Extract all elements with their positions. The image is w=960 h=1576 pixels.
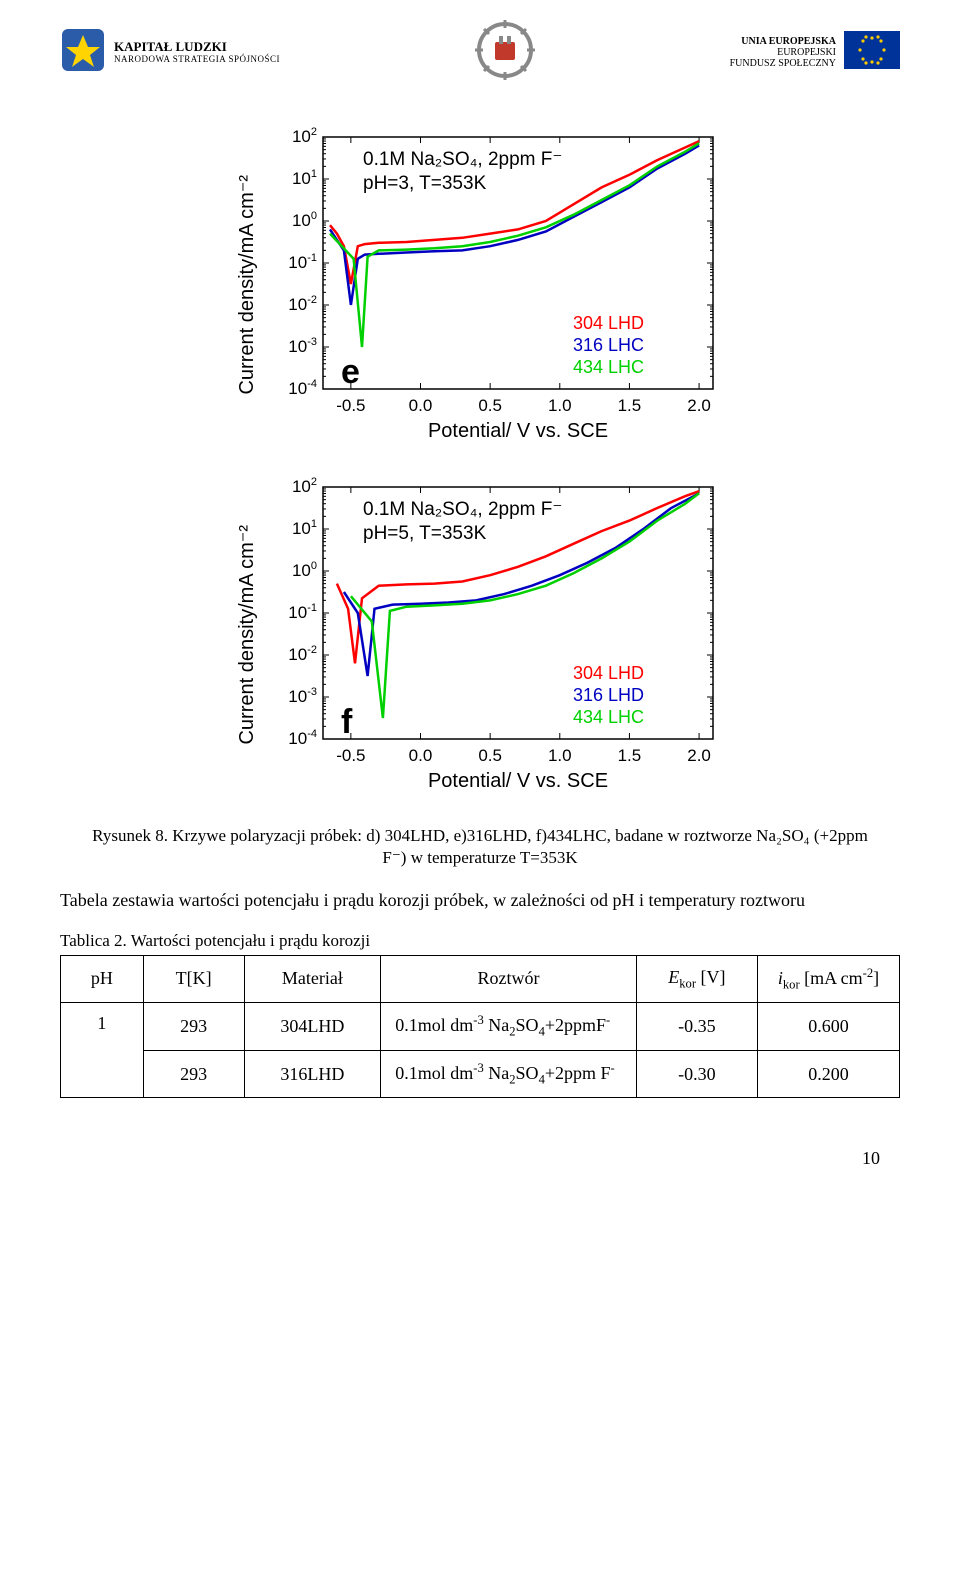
kl-logo-icon <box>60 27 106 78</box>
svg-text:0.1M Na₂SO₄, 2ppm F⁻: 0.1M Na₂SO₄, 2ppm F⁻ <box>363 499 562 520</box>
cell-tk: 293 <box>143 1003 244 1051</box>
page-number: 10 <box>0 1098 960 1199</box>
svg-text:316 LHD: 316 LHD <box>573 685 644 705</box>
svg-text:e: e <box>341 353 360 391</box>
svg-text:0.0: 0.0 <box>409 396 433 415</box>
chart-f-ylabel: Current density/mA cm⁻² <box>235 525 259 745</box>
table-row: 1 293 304LHD 0.1mol dm-3 Na2SO4+2ppmF- -… <box>61 1003 900 1051</box>
svg-text:434 LHC: 434 LHC <box>573 357 644 377</box>
col-tk: T[K] <box>143 955 244 1003</box>
svg-text:100: 100 <box>292 210 317 230</box>
logo-right: UNIA EUROPEJSKA EUROPEJSKI FUNDUSZ SPOŁE… <box>730 31 900 74</box>
logo-center <box>475 20 535 85</box>
chart-e-ylabel: Current density/mA cm⁻² <box>235 175 259 395</box>
logo-left-text: KAPITAŁ LUDZKI NARODOWA STRATEGIA SPÓJNO… <box>114 40 280 64</box>
cell-mat: 316LHD <box>244 1050 381 1098</box>
cell-ph: 1 <box>61 1003 144 1098</box>
svg-text:-0.5: -0.5 <box>336 396 365 415</box>
svg-text:101: 101 <box>292 518 317 538</box>
cell-sol: 0.1mol dm-3 Na2SO4+2ppmF- <box>381 1003 637 1051</box>
svg-text:10-4: 10-4 <box>288 378 317 398</box>
svg-text:1.0: 1.0 <box>548 396 572 415</box>
chart-e-wrap: Current density/mA cm⁻² 10-4 10-3 10-2 10-1… <box>235 125 725 445</box>
table-header-row: pH T[K] Materiał Roztwór Ekor [V] ikor [… <box>61 955 900 1003</box>
svg-text:2.0: 2.0 <box>687 396 711 415</box>
svg-text:10-3: 10-3 <box>288 336 317 356</box>
svg-text:1.0: 1.0 <box>548 746 572 765</box>
svg-text:434 LHC: 434 LHC <box>573 707 644 727</box>
logo-left: KAPITAŁ LUDZKI NARODOWA STRATEGIA SPÓJNO… <box>60 27 280 78</box>
data-table: pH T[K] Materiał Roztwór Ekor [V] ikor [… <box>60 955 900 1099</box>
svg-text:-0.5: -0.5 <box>336 746 365 765</box>
cell-tk: 293 <box>143 1050 244 1098</box>
svg-text:100: 100 <box>292 560 317 580</box>
svg-text:Potential/ V vs. SCE: Potential/ V vs. SCE <box>428 770 608 792</box>
svg-text:f: f <box>341 703 353 741</box>
svg-text:316 LHC: 316 LHC <box>573 335 644 355</box>
chart-f-wrap: Current density/mA cm⁻² 10-4 10-3 10-2 10-1… <box>235 475 725 795</box>
svg-text:101: 101 <box>292 168 317 188</box>
svg-text:2.0: 2.0 <box>687 746 711 765</box>
col-ikor: ikor [mA cm-2] <box>757 955 899 1003</box>
col-ph: pH <box>61 955 144 1003</box>
cell-mat: 304LHD <box>244 1003 381 1051</box>
chart-f: 10-4 10-3 10-2 10-1 100 101 102 -0.5 0.0 0.5 1.0 1.… <box>265 475 725 795</box>
cell-ikor: 0.600 <box>757 1003 899 1051</box>
body-paragraph: Tabela zestawia wartości potencjału i pr… <box>60 889 900 912</box>
svg-text:Potential/ V vs. SCE: Potential/ V vs. SCE <box>428 420 608 442</box>
table-caption: Tablica 2. Wartości potencjału i prądu k… <box>60 931 900 951</box>
cell-sol: 0.1mol dm-3 Na2SO4+2ppm F- <box>381 1050 637 1098</box>
svg-text:10-1: 10-1 <box>288 252 317 272</box>
table-row: 293 316LHD 0.1mol dm-3 Na2SO4+2ppm F- -0… <box>61 1050 900 1098</box>
svg-text:0.5: 0.5 <box>478 746 502 765</box>
fig-caption-text: Krzywe polaryzacji próbek: d) 304LHD, e)… <box>172 826 868 867</box>
logo-left-title: KAPITAŁ LUDZKI <box>114 40 280 54</box>
svg-text:10-2: 10-2 <box>288 294 317 314</box>
svg-text:10-2: 10-2 <box>288 644 317 664</box>
svg-text:pH=5, T=353K: pH=5, T=353K <box>363 523 487 544</box>
svg-text:10-3: 10-3 <box>288 686 317 706</box>
figure-caption: Rysunek 8. Krzywe polaryzacji próbek: d)… <box>80 825 880 869</box>
svg-text:102: 102 <box>292 126 317 146</box>
logo-left-sub: NARODOWA STRATEGIA SPÓJNOŚCI <box>114 55 280 65</box>
svg-text:10-1: 10-1 <box>288 602 317 622</box>
chart-e: 10-4 10-3 10-2 10-1 100 101 102 -0.5 0.0 0.5 1.0 1.… <box>265 125 725 445</box>
col-solution: Roztwór <box>381 955 637 1003</box>
svg-text:10-4: 10-4 <box>288 728 317 748</box>
eu-line1: UNIA EUROPEJSKA <box>730 36 836 47</box>
svg-text:0.5: 0.5 <box>478 396 502 415</box>
svg-text:304 LHD: 304 LHD <box>573 313 644 333</box>
eu-line3: FUNDUSZ SPOŁECZNY <box>730 58 836 69</box>
col-ekor: Ekor [V] <box>636 955 757 1003</box>
svg-text:102: 102 <box>292 476 317 496</box>
charts-container: Current density/mA cm⁻² 10-4 10-3 10-2 10-1… <box>0 125 960 795</box>
svg-text:1.5: 1.5 <box>618 746 642 765</box>
svg-text:0.0: 0.0 <box>409 746 433 765</box>
svg-text:1.5: 1.5 <box>618 396 642 415</box>
col-material: Materiał <box>244 955 381 1003</box>
fig-caption-prefix: Rysunek 8. <box>92 826 172 845</box>
svg-text:pH=3, T=353K: pH=3, T=353K <box>363 173 487 194</box>
header: KAPITAŁ LUDZKI NARODOWA STRATEGIA SPÓJNO… <box>0 0 960 95</box>
logo-right-text: UNIA EUROPEJSKA EUROPEJSKI FUNDUSZ SPOŁE… <box>730 36 836 69</box>
gear-crest-icon <box>475 20 535 85</box>
eu-flag-icon <box>844 31 900 74</box>
svg-text:0.1M Na₂SO₄, 2ppm F⁻: 0.1M Na₂SO₄, 2ppm F⁻ <box>363 149 562 170</box>
cell-ikor: 0.200 <box>757 1050 899 1098</box>
eu-line2: EUROPEJSKI <box>730 47 836 58</box>
cell-ekor: -0.30 <box>636 1050 757 1098</box>
cell-ekor: -0.35 <box>636 1003 757 1051</box>
svg-text:304 LHD: 304 LHD <box>573 663 644 683</box>
